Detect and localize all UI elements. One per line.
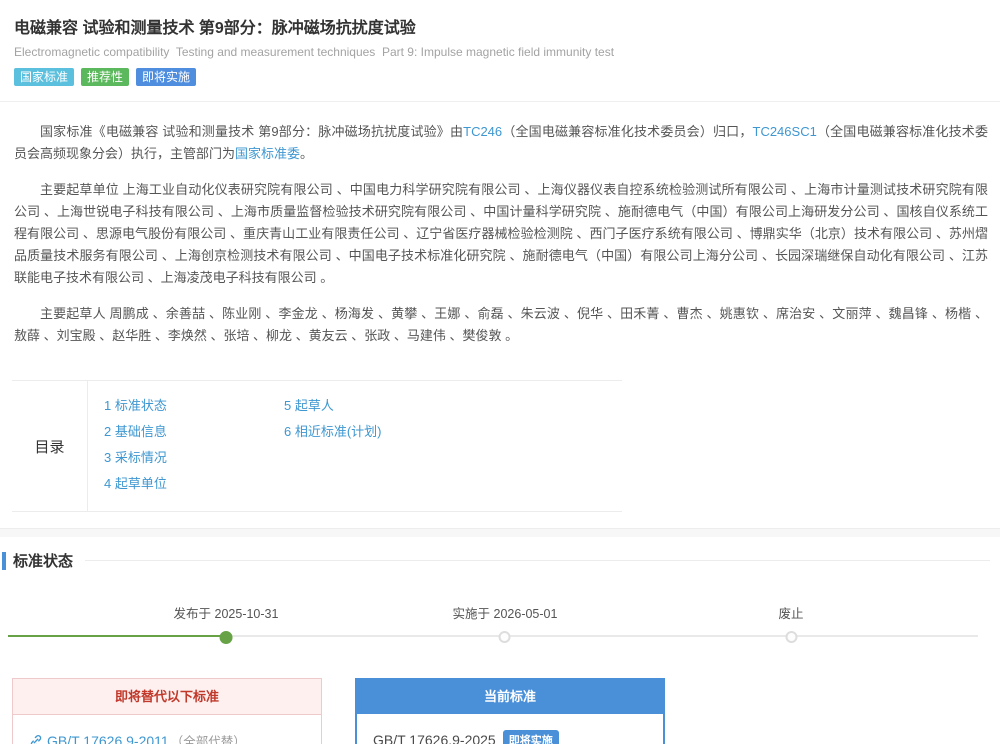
paragraph-drafters: 主要起草人 周鹏成 、余善喆 、陈业刚 、李金龙 、杨海发 、黄攀 、王娜 、俞…: [14, 306, 988, 343]
toc-item-standard-status[interactable]: 1 标准状态: [104, 398, 167, 413]
current-standard-status-badge: 即将实施: [502, 730, 559, 744]
toc-item-drafting-units[interactable]: 4 起草单位: [104, 476, 167, 491]
toc-item-basic-info[interactable]: 2 基础信息: [104, 424, 167, 439]
toc-item-adoption-status[interactable]: 3 采标情况: [104, 450, 167, 465]
section-header-rule: [85, 560, 990, 561]
toc-body: 1 标准状态 2 基础信息 3 采标情况 4 起草单位 5 起草人 6 相近标准…: [88, 381, 382, 511]
table-of-contents: 目录 1 标准状态 2 基础信息 3 采标情况 4 起草单位 5 起草人 6 相…: [12, 380, 622, 512]
overview-text-1: 国家标准《电磁兼容 试验和测量技术 第9部分：脉冲磁场抗扰度试验》由: [40, 124, 464, 139]
toc-item-related-standards[interactable]: 6 相近标准(计划): [284, 424, 382, 439]
paragraph-standard-overview: 国家标准《电磁兼容 试验和测量技术 第9部分：脉冲磁场抗扰度试验》由TC246（…: [14, 121, 988, 165]
timeline-track: [8, 635, 978, 637]
timeline-progress: [8, 635, 226, 637]
timeline-label-abolished: 废止: [778, 607, 804, 621]
current-standard-code: GB/T 17626.9-2025: [373, 732, 496, 744]
timeline-stop-effective: 实施于 2026-05-01: [452, 603, 558, 643]
toc-item-drafters[interactable]: 5 起草人: [284, 398, 334, 413]
page-subtitle-english: Electromagnetic compatibility Testing an…: [14, 45, 615, 59]
page-header: 电磁兼容 试验和测量技术 第9部分：脉冲磁场抗扰度试验 Electromagne…: [0, 0, 1000, 86]
card-replaced-header: 即将替代以下标准: [13, 679, 321, 715]
section-title-standard-status: 标准状态: [13, 553, 74, 570]
tag-national-standard: 国家标准: [14, 68, 75, 86]
timeline-label-published: 发布于 2025-10-31: [173, 607, 279, 621]
header-divider: [0, 101, 1000, 102]
timeline-stop-abolished: 废止: [778, 603, 804, 643]
section-separator-band: [0, 528, 1000, 537]
card-current-header: 当前标准: [357, 680, 663, 714]
standard-status-section-header: 标准状态: [2, 550, 990, 571]
standard-status-timeline: 发布于 2025-10-31 实施于 2026-05-01 废止: [0, 587, 1000, 663]
tag-upcoming: 即将实施: [136, 68, 197, 86]
overview-text-4: 。: [300, 146, 314, 161]
overview-text-2: （全国电磁兼容标准化技术委员会）归口，: [502, 124, 753, 139]
card-replaced-standard: 即将替代以下标准 GB/T 17626.9-2011 （全部代替） 电磁兼容 试…: [12, 678, 322, 744]
timeline-dot-effective-icon: [498, 631, 511, 643]
timeline-stop-published: 发布于 2025-10-31: [173, 603, 279, 644]
card-current-standard: 当前标准 GB/T 17626.9-2025 即将实施 电磁兼容 试验和测量技术…: [355, 678, 665, 744]
replaced-standard-note: （全部代替）: [170, 735, 246, 744]
section-accent-bar: [2, 551, 6, 570]
paragraph-drafting-units: 主要起草单位 上海工业自动化仪表研究院有限公司 、中国电力科学研究院有限公司 、…: [14, 182, 988, 285]
toc-label: 目录: [12, 381, 88, 511]
replaced-standard-link[interactable]: GB/T 17626.9-2011: [47, 732, 169, 744]
intro-section: 国家标准《电磁兼容 试验和测量技术 第9部分：脉冲磁场抗扰度试验》由TC246（…: [0, 102, 1000, 347]
timeline-label-effective: 实施于 2026-05-01: [452, 607, 558, 621]
overview-text-3: （全国电磁兼容标准化技术委员会高频现象分会）执行，主管部门为: [14, 124, 988, 161]
link-national-standards-committee[interactable]: 国家标准委: [235, 146, 301, 161]
link-tc246[interactable]: TC246: [463, 124, 503, 139]
tag-recommended: 推荐性: [81, 68, 130, 86]
timeline-dot-published-icon: [219, 631, 233, 644]
tag-row: 国家标准 推荐性 即将实施: [14, 68, 986, 86]
standard-cards-row: 即将替代以下标准 GB/T 17626.9-2011 （全部代替） 电磁兼容 试…: [12, 678, 1000, 744]
timeline-dot-abolished-icon: [784, 631, 797, 643]
page-title: 电磁兼容 试验和测量技术 第9部分：脉冲磁场抗扰度试验: [14, 20, 416, 37]
link-icon: [29, 734, 43, 744]
link-tc246sc1[interactable]: TC246SC1: [752, 124, 817, 139]
